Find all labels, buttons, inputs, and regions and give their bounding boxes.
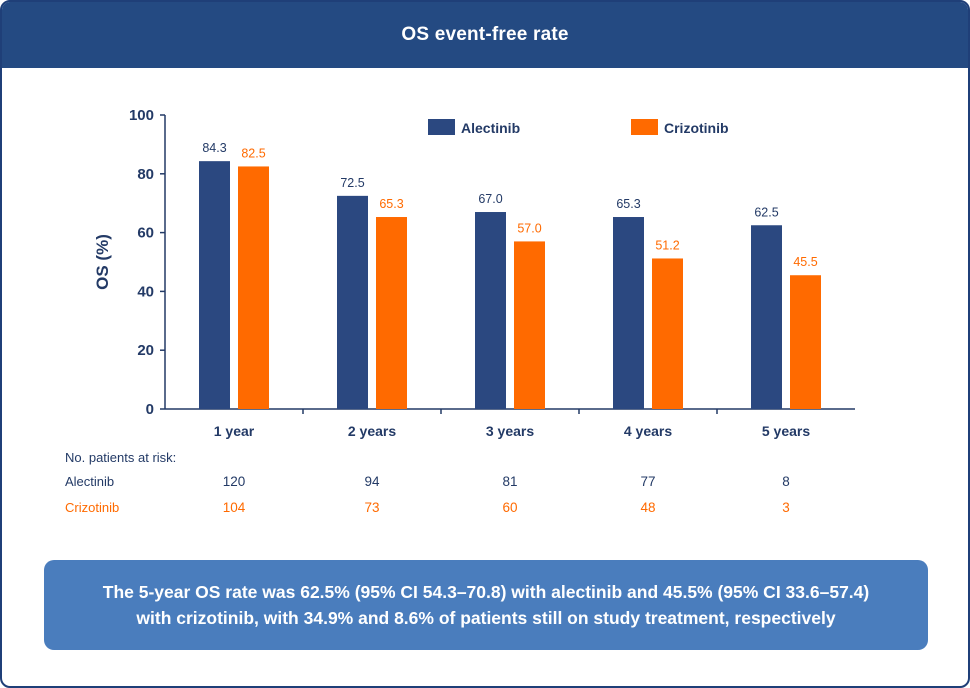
data-label-crizotinib: 51.2 — [655, 238, 679, 252]
y-tick-label: 80 — [137, 166, 154, 183]
risk-value-crizotinib: 48 — [640, 500, 655, 515]
legend-label-crizotinib: Crizotinib — [664, 120, 729, 136]
data-label-crizotinib: 82.5 — [241, 146, 265, 160]
data-label-alectinib: 84.3 — [202, 141, 226, 155]
data-label-crizotinib: 65.3 — [379, 197, 403, 211]
risk-value-alectinib: 8 — [782, 474, 790, 489]
bar-alectinib — [337, 195, 368, 409]
risk-value-crizotinib: 73 — [364, 500, 379, 515]
bar-alectinib — [199, 161, 230, 409]
risk-value-crizotinib: 60 — [502, 500, 517, 515]
risk-value-alectinib: 81 — [502, 474, 517, 489]
chart-title: OS event-free rate — [2, 2, 968, 68]
x-tick-label: 4 years — [624, 423, 672, 439]
data-label-crizotinib: 57.0 — [517, 221, 541, 235]
y-tick-label: 100 — [129, 107, 154, 124]
summary-line-2: with crizotinib, with 34.9% and 8.6% of … — [136, 608, 836, 628]
risk-row-label-alectinib: Alectinib — [65, 474, 114, 489]
bar-crizotinib — [652, 258, 683, 409]
legend-swatch-crizotinib — [631, 119, 658, 135]
data-label-crizotinib: 45.5 — [793, 255, 817, 269]
data-label-alectinib: 67.0 — [478, 192, 502, 206]
risk-value-alectinib: 94 — [364, 474, 380, 489]
risk-value-alectinib: 77 — [640, 474, 655, 489]
y-axis-title: OS (%) — [93, 234, 112, 290]
risk-row-label-crizotinib: Crizotinib — [65, 500, 119, 515]
risk-table-title: No. patients at risk: — [65, 450, 176, 465]
x-tick-label: 5 years — [762, 423, 810, 439]
bar-crizotinib — [514, 241, 545, 409]
risk-value-crizotinib: 104 — [223, 500, 246, 515]
bar-crizotinib — [790, 275, 821, 409]
x-tick-label: 1 year — [214, 423, 255, 439]
bar-alectinib — [613, 217, 644, 409]
y-tick-label: 0 — [146, 401, 154, 418]
x-tick-label: 3 years — [486, 423, 534, 439]
legend-swatch-alectinib — [428, 119, 455, 135]
data-label-alectinib: 62.5 — [754, 205, 778, 219]
data-label-alectinib: 72.5 — [340, 176, 364, 190]
data-label-alectinib: 65.3 — [616, 197, 640, 211]
bar-crizotinib — [238, 166, 269, 409]
y-tick-label: 20 — [137, 342, 154, 359]
bar-crizotinib — [376, 217, 407, 409]
x-tick-label: 2 years — [348, 423, 396, 439]
y-tick-label: 60 — [137, 225, 154, 242]
legend-label-alectinib: Alectinib — [461, 120, 520, 136]
y-tick-label: 40 — [137, 283, 154, 300]
risk-value-alectinib: 120 — [223, 474, 246, 489]
risk-value-crizotinib: 3 — [782, 500, 790, 515]
bar-alectinib — [751, 225, 782, 409]
summary-line-1: The 5-year OS rate was 62.5% (95% CI 54.… — [102, 582, 870, 602]
bar-alectinib — [475, 212, 506, 409]
summary-callout: The 5-year OS rate was 62.5% (95% CI 54.… — [44, 560, 928, 650]
